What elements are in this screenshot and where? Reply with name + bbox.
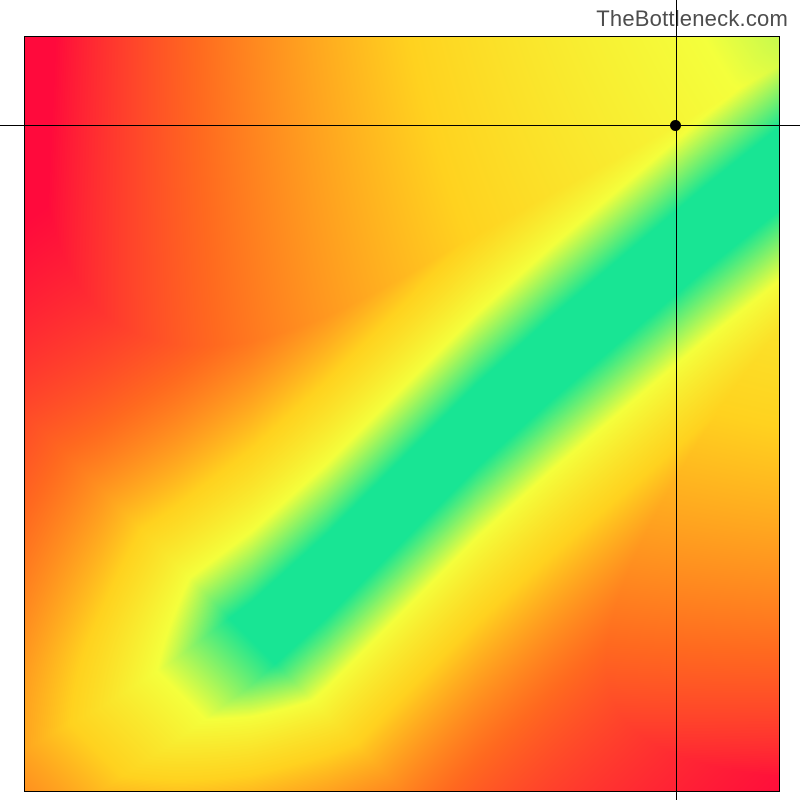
heatmap-canvas bbox=[25, 37, 779, 791]
crosshair-marker bbox=[670, 120, 681, 131]
heatmap-plot bbox=[24, 36, 780, 792]
watermark-text: TheBottleneck.com bbox=[596, 6, 788, 32]
